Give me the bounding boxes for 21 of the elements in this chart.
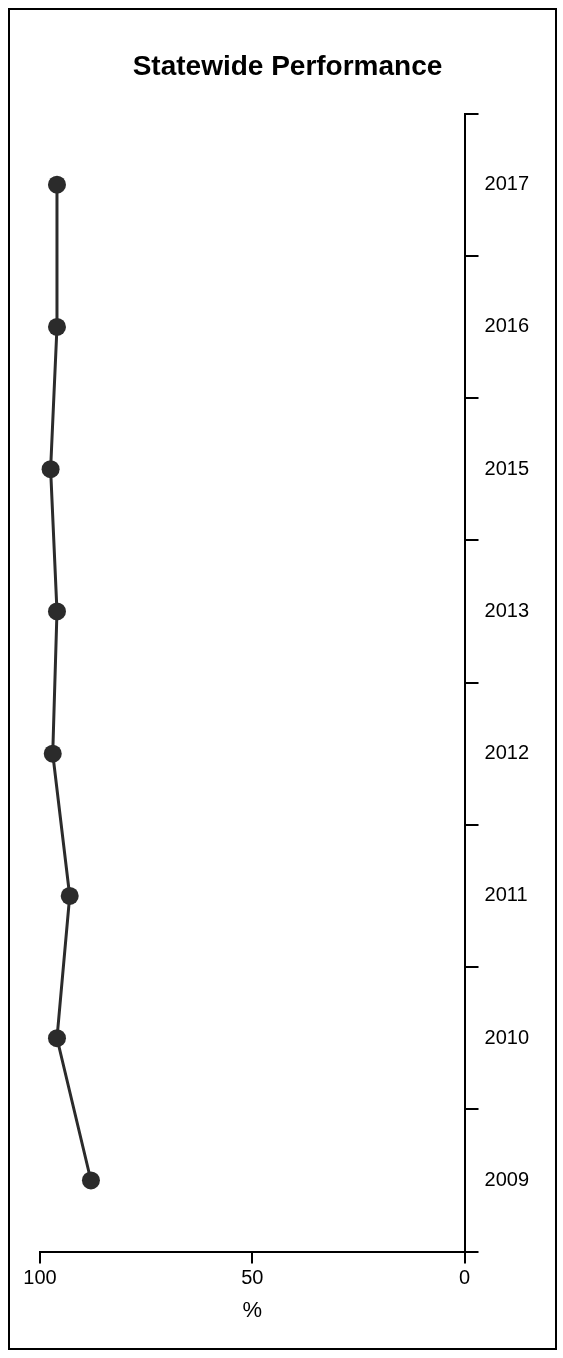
y-tick-label: 2013 (484, 598, 530, 621)
y-tick-label: 2012 (484, 741, 530, 764)
y-tick-label: 2009 (484, 1167, 530, 1190)
y-tick-label: 2011 (484, 883, 528, 906)
chart-title: Statewide Performance (132, 49, 443, 81)
x-tick-label: 0 (458, 1266, 471, 1289)
y-tick-label: 2017 (484, 172, 530, 195)
point (47, 1029, 66, 1048)
y-tick-label: 2010 (484, 1025, 530, 1048)
x-tick-label: 100 (23, 1266, 57, 1289)
x-tick-label: 50 (241, 1266, 264, 1289)
y-tick-label: 2015 (484, 456, 530, 479)
point (41, 460, 60, 479)
x-axis-title: % (242, 1296, 263, 1322)
point (81, 1171, 100, 1190)
point (60, 886, 79, 905)
point (47, 602, 66, 621)
point (47, 317, 66, 336)
y-tick-label: 2016 (484, 314, 530, 337)
point (43, 744, 62, 763)
point (47, 175, 66, 194)
